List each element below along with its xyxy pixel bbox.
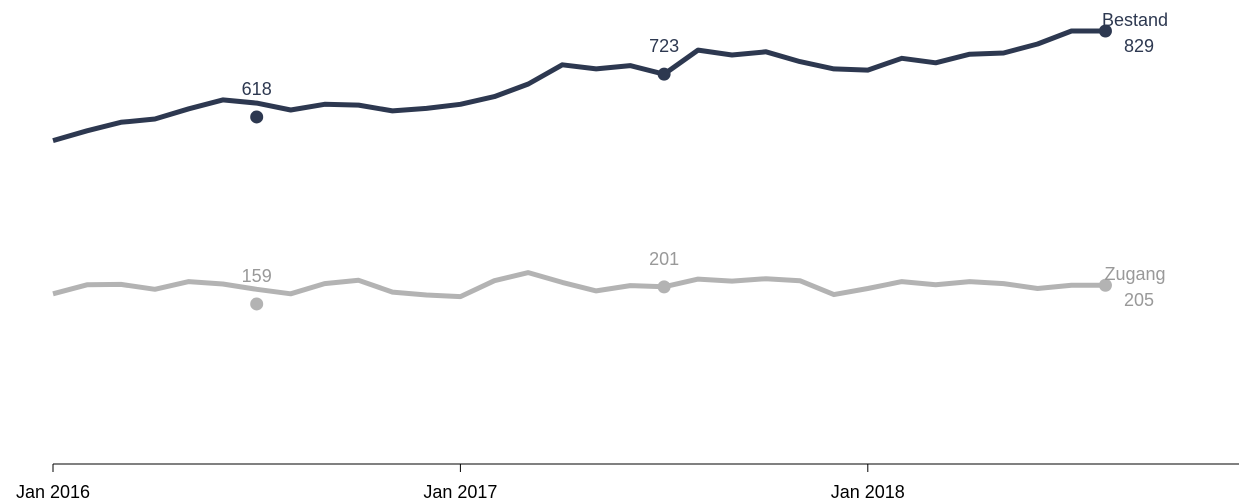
highlight-point [1098, 24, 1112, 38]
series-line-zugang [52, 270, 1106, 300]
series-layer [52, 24, 1112, 311]
data-label: 618 [242, 79, 272, 99]
x-tick-label: Jan 2018 [831, 482, 905, 502]
series-name-label: Bestand [1102, 10, 1168, 30]
data-label: 829 [1124, 36, 1154, 56]
highlight-point [657, 67, 671, 81]
x-tick-label: Jan 2017 [423, 482, 497, 502]
data-label: 201 [649, 249, 679, 269]
data-label: 159 [242, 266, 272, 286]
data-label: 205 [1124, 290, 1154, 310]
x-axis: Jan 2016 Jan 2017 Jan 2018 [16, 463, 1239, 502]
highlight-point [1098, 278, 1112, 292]
highlight-point [250, 110, 264, 124]
label-layer: 618 723 Bestand 829 159 201 Zugang 205 [242, 10, 1168, 310]
highlight-point [250, 297, 264, 311]
highlight-point [657, 280, 671, 294]
series-line-bestand [52, 28, 1106, 144]
data-label: 723 [649, 36, 679, 56]
x-tick-label: Jan 2016 [16, 482, 90, 502]
series-name-label: Zugang [1104, 264, 1165, 284]
